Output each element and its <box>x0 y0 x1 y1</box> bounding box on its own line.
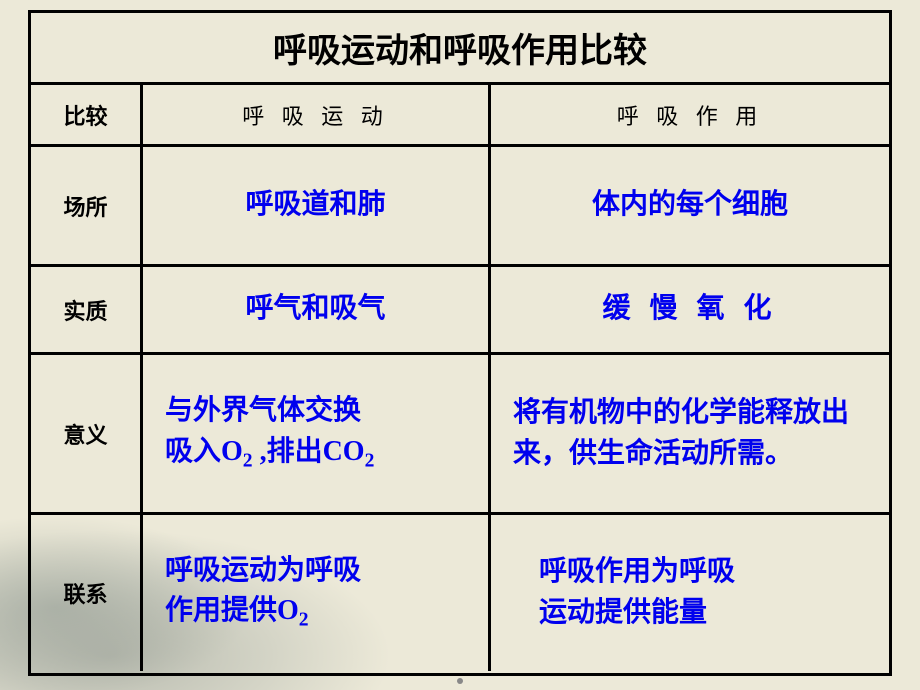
row-site-right: 体内的每个细胞 <box>491 147 889 264</box>
row-essence-right-text: 缓 慢 氧 化 <box>602 289 777 330</box>
row-meaning-right-text: 将有机物中的化学能释放出来，供生命活动所需。 <box>491 387 889 480</box>
link-right-line1: 呼吸作用为呼吸 <box>539 556 735 587</box>
row-essence: 实质 呼气和吸气 缓 慢 氧 化 <box>31 267 889 355</box>
table-header-row: 比较 呼 吸 运 动 呼 吸 作 用 <box>31 85 889 147</box>
subscript-2c: 2 <box>299 610 309 631</box>
row-meaning-mid-text: 与外界气体交换 吸入O2 ,排出CO2 <box>143 385 488 482</box>
header-mid: 呼 吸 运 动 <box>143 85 491 144</box>
meaning-mid-line2b: ,排出CO <box>253 436 365 467</box>
row-site-mid: 呼吸道和肺 <box>143 147 491 264</box>
row-link-right-text: 呼吸作用为呼吸 运动提供能量 <box>491 546 889 639</box>
row-link-mid-text: 呼吸运动为呼吸 作用提供O2 <box>143 545 488 642</box>
link-mid-line1: 呼吸运动为呼吸 <box>165 555 361 586</box>
row-meaning-label-text: 意义 <box>63 418 107 450</box>
header-mid-text: 呼 吸 运 动 <box>242 99 389 131</box>
header-right: 呼 吸 作 用 <box>491 85 889 144</box>
row-essence-mid: 呼气和吸气 <box>143 267 491 352</box>
page-indicator-dot <box>457 678 463 684</box>
subscript-2b: 2 <box>365 450 375 471</box>
table-title: 呼吸运动和呼吸作用比较 <box>273 23 647 72</box>
link-right-line2: 运动提供能量 <box>539 597 707 628</box>
row-site-mid-text: 呼吸道和肺 <box>245 185 385 226</box>
meaning-mid-line2a: 吸入O <box>165 436 243 467</box>
row-link: 联系 呼吸运动为呼吸 作用提供O2 呼吸作用为呼吸 运动提供能量 <box>31 515 889 671</box>
row-site-label-text: 场所 <box>63 190 107 222</box>
link-mid-line2a: 作用提供O <box>165 595 299 626</box>
table-title-row: 呼吸运动和呼吸作用比较 <box>31 13 889 85</box>
row-essence-right: 缓 慢 氧 化 <box>491 267 889 352</box>
header-right-text: 呼 吸 作 用 <box>617 99 764 131</box>
table-frame: 呼吸运动和呼吸作用比较 比较 呼 吸 运 动 呼 吸 作 用 场所 呼吸道和肺 … <box>28 10 892 676</box>
row-link-label-text: 联系 <box>63 577 107 609</box>
row-link-label: 联系 <box>31 515 143 671</box>
row-site: 场所 呼吸道和肺 体内的每个细胞 <box>31 147 889 267</box>
header-label: 比较 <box>31 85 143 144</box>
row-link-mid: 呼吸运动为呼吸 作用提供O2 <box>143 515 491 671</box>
subscript-2a: 2 <box>243 450 253 471</box>
row-link-right: 呼吸作用为呼吸 运动提供能量 <box>491 515 889 671</box>
row-essence-label-text: 实质 <box>63 294 107 326</box>
row-essence-mid-text: 呼气和吸气 <box>245 289 385 330</box>
row-site-label: 场所 <box>31 147 143 264</box>
row-meaning-label: 意义 <box>31 355 143 512</box>
row-essence-label: 实质 <box>31 267 143 352</box>
header-label-text: 比较 <box>63 99 107 131</box>
meaning-mid-line1: 与外界气体交换 <box>165 395 361 426</box>
row-meaning-mid: 与外界气体交换 吸入O2 ,排出CO2 <box>143 355 491 512</box>
row-meaning-right: 将有机物中的化学能释放出来，供生命活动所需。 <box>491 355 889 512</box>
row-meaning: 意义 与外界气体交换 吸入O2 ,排出CO2 将有机物中的化学能释放出来，供生命… <box>31 355 889 515</box>
row-site-right-text: 体内的每个细胞 <box>592 185 788 226</box>
